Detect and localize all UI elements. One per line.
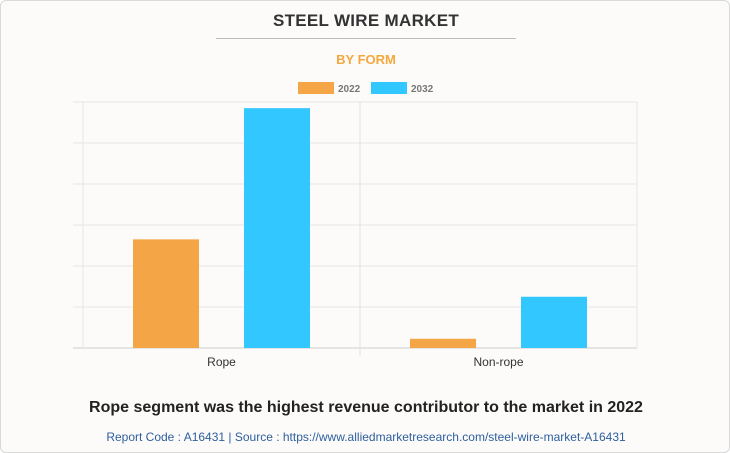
report-source: Report Code : A16431 | Source : https://… [106,430,626,444]
x-tick-label: Non-rope [473,355,523,369]
legend-swatch-2022 [298,82,334,94]
chart-headline: Rope segment was the highest revenue con… [89,399,643,416]
bar-rope-2022 [133,239,199,348]
legend-swatch-2032 [371,82,407,94]
bar-non-rope-2022 [410,338,476,348]
bar-chart: Rope Non-rope 2022 2032 [73,82,638,369]
chart-subtitle: BY FORM [336,52,396,67]
legend-label-2032: 2032 [411,84,434,95]
chart-title: STEEL WIRE MARKET [272,11,460,30]
legend-label-2022: 2022 [338,84,361,95]
title-divider [216,38,516,39]
bar-non-rope-2032 [521,296,587,348]
x-tick-label: Rope [207,355,236,369]
bar-rope-2032 [244,108,310,349]
